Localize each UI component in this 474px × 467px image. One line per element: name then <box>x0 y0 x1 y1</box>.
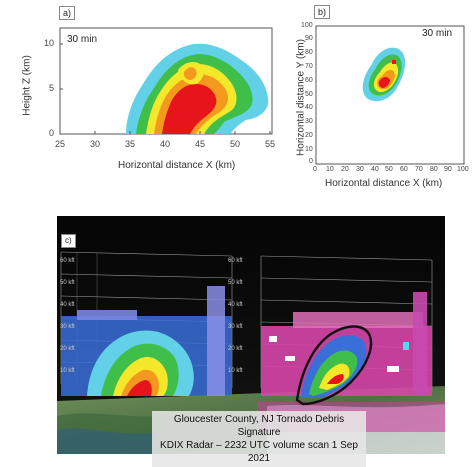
kft-label: 10 kft <box>60 368 75 374</box>
panel-b-ytick: 40 <box>305 104 313 111</box>
panel-c-right-correlation-field <box>257 292 445 432</box>
panel-b-xtick: 40 <box>371 166 379 173</box>
panel-a-plot <box>59 27 273 135</box>
panel-a-ytick: 5 <box>49 83 55 93</box>
panel-a-xtick: 45 <box>195 139 206 149</box>
panel-b-reflectivity-cell <box>362 47 406 102</box>
panel-b-time: 30 min <box>422 28 453 39</box>
panel-b-xtick: 0 <box>313 166 317 173</box>
kft-label: 50 kft <box>60 280 75 286</box>
panel-b-ytick: 30 <box>305 118 313 125</box>
kft-label: 50 kft <box>228 280 243 286</box>
panel-a-xtick: 55 <box>265 139 276 149</box>
kft-label: 20 kft <box>60 346 75 352</box>
panel-a-ytick: 10 <box>44 38 55 48</box>
panel-a-ytick: 0 <box>49 128 55 138</box>
panel-b-xtick: 90 <box>444 166 452 173</box>
panel-b-ytick: 80 <box>305 49 313 56</box>
panel-b-plot <box>315 25 465 165</box>
panel-b-ylabel: Horizontal distance Y (km) <box>295 39 307 156</box>
panel-b-ytick: 10 <box>305 146 313 153</box>
panel-a-reflectivity-plume <box>126 43 269 135</box>
kft-label: 10 kft <box>228 368 243 374</box>
kft-label: 30 kft <box>60 324 75 330</box>
panel-b-xlabel: Horizontal distance X (km) <box>325 178 443 189</box>
panel-b-ytick: 70 <box>305 63 313 70</box>
kft-label: 40 kft <box>228 302 243 308</box>
panel-b-ytick: 100 <box>301 22 313 29</box>
panel-b-ytick: 90 <box>305 35 313 42</box>
kft-label: 60 kft <box>228 258 243 264</box>
kft-label: 60 kft <box>60 258 75 264</box>
panel-b-xtick: 70 <box>415 166 423 173</box>
panel-a-time: 30 min <box>67 34 98 45</box>
panel-b-xtick: 50 <box>385 166 393 173</box>
panel-b-xtick: 20 <box>341 166 349 173</box>
caption-line-1: Gloucester County, NJ Tornado Debris Sig… <box>173 414 345 438</box>
caption-line-2: KDIX Radar – 2232 UTC volume scan 1 Sep … <box>160 440 358 464</box>
kft-label: 30 kft <box>228 324 243 330</box>
panel-b-ytick: 60 <box>305 77 313 84</box>
panel-b-xtick: 60 <box>400 166 408 173</box>
panel-b-xtick: 80 <box>430 166 438 173</box>
panel-a-label: a) <box>59 6 76 20</box>
panel-a-xtick: 25 <box>55 139 66 149</box>
panel-c-label: c) <box>61 234 76 248</box>
panel-c-caption: Gloucester County, NJ Tornado Debris Sig… <box>152 411 366 467</box>
panel-a-ylabel: Height Z (km) <box>21 55 33 116</box>
panel-a-xlabel: Horizontal distance X (km) <box>118 160 236 171</box>
panel-b-xtick: 100 <box>457 166 469 173</box>
panel-b-xtick: 10 <box>326 166 334 173</box>
kft-label: 20 kft <box>228 346 243 352</box>
panel-b-xtick: 30 <box>356 166 364 173</box>
panel-b-ytick: 50 <box>305 91 313 98</box>
panel-b-label: b) <box>314 5 331 19</box>
kft-label: 40 kft <box>60 302 75 308</box>
panel-b-ytick: 20 <box>305 132 313 139</box>
panel-a-xtick: 50 <box>230 139 241 149</box>
panel-c-left-reflectivity <box>61 286 232 396</box>
panel-b-ytick: 0 <box>309 158 313 165</box>
panel-a-xtick: 30 <box>90 139 101 149</box>
panel-a-axis-ticks <box>59 43 271 134</box>
panel-a-xtick: 40 <box>160 139 171 149</box>
panel-a-xtick: 35 <box>125 139 136 149</box>
